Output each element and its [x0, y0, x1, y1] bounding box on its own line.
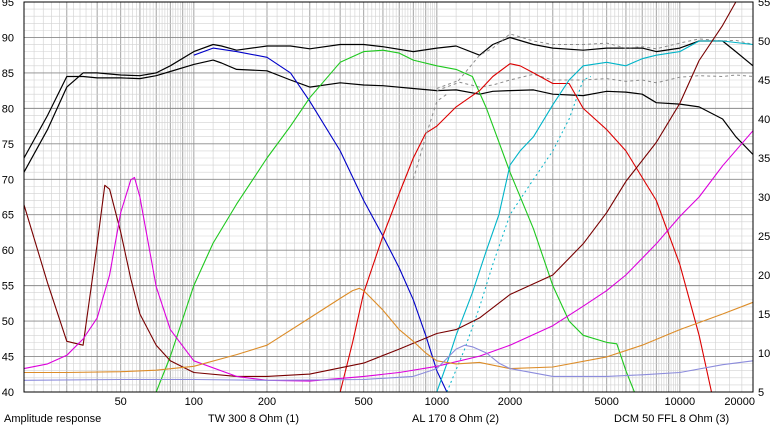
series-line-gray-9	[412, 93, 448, 180]
y-right-tick-label: 10	[758, 348, 770, 360]
y-right-tick-label: 5	[758, 387, 764, 399]
x-tick-label: 50	[115, 396, 127, 408]
x-tick-label: 200	[258, 396, 276, 408]
series-line-cyan-7	[436, 40, 754, 393]
y-right-tick-labels: 55 50 45 40 35 30 25 20 15 10 5	[758, 0, 770, 399]
x-tick-label: 20000	[724, 396, 755, 408]
y-left-tick-label: 65	[2, 210, 14, 222]
series-line-black-1	[23, 59, 754, 159]
y-left-tick-label: 50	[2, 316, 14, 328]
y-left-tick-label: 95	[2, 0, 14, 9]
y-left-tick-label: 60	[2, 245, 14, 257]
legend-entry: TW 300 8 Ohm (1)	[208, 413, 300, 425]
y-left-tick-label: 45	[2, 352, 14, 364]
plot-frame	[23, 1, 754, 393]
legend-entry: Amplitude response	[4, 413, 102, 425]
series-line-green-5	[155, 49, 635, 393]
chart-grid	[23, 1, 754, 393]
y-left-tick-label: 90	[2, 32, 14, 44]
series-line-black-0	[23, 36, 754, 173]
series-line-darkred-10	[23, 1, 737, 377]
chart-series-group	[23, 1, 754, 393]
x-tick-label: 10000	[665, 396, 696, 408]
series-line-blue-4	[193, 47, 448, 393]
y-left-tick-label: 75	[2, 139, 14, 151]
y-right-tick-label: 55	[758, 0, 770, 9]
series-line-magenta-11	[23, 130, 754, 382]
y-left-tick-label: 85	[2, 68, 14, 80]
y-left-tick-label: 40	[2, 387, 14, 399]
series-line-cyan-8	[446, 76, 592, 393]
series-line-gray-3	[436, 73, 754, 89]
y-left-tick-label: 70	[2, 174, 14, 186]
y-left-tick-labels: 95 90 85 80 75 70 65 60 55 50 45 40	[2, 0, 14, 399]
y-right-tick-label: 50	[758, 36, 770, 48]
legend-entry: AL 170 8 Ohm (2)	[412, 413, 500, 425]
x-tick-label: 1000	[425, 396, 449, 408]
y-right-tick-label: 40	[758, 114, 770, 126]
y-right-tick-label: 15	[758, 309, 770, 321]
y-left-tick-label: 55	[2, 281, 14, 293]
y-right-tick-label: 25	[758, 231, 770, 243]
y-left-tick-label: 80	[2, 103, 14, 115]
series-line-lavender-13	[23, 344, 754, 381]
x-tick-labels: 50 100 200 500 1000 2000 5000 10000 20000	[115, 396, 755, 408]
y-right-tick-label: 35	[758, 153, 770, 165]
y-right-tick-label: 45	[758, 75, 770, 87]
y-right-tick-label: 30	[758, 192, 770, 204]
x-tick-label: 500	[355, 396, 373, 408]
x-tick-label: 100	[185, 396, 203, 408]
x-tick-label: 2000	[498, 396, 522, 408]
x-tick-label: 5000	[594, 396, 618, 408]
series-line-orange-12	[24, 287, 754, 374]
legend-entry: DCM 50 FFL 8 Ohm (3)	[614, 413, 730, 425]
series-line-gray-2	[436, 33, 754, 92]
series-line-red-6	[339, 63, 713, 393]
y-right-tick-label: 20	[758, 270, 770, 282]
